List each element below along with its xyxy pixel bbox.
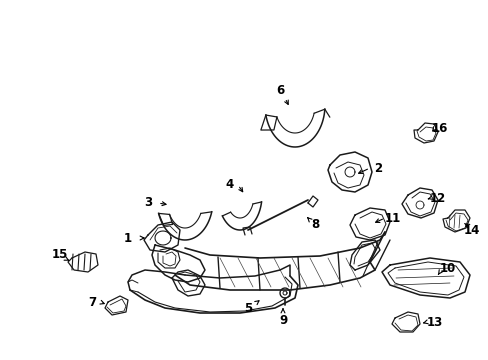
Text: 16: 16 — [431, 122, 447, 135]
Text: 6: 6 — [275, 84, 284, 96]
Text: 5: 5 — [244, 302, 252, 315]
Text: 1: 1 — [123, 231, 132, 244]
Text: 3: 3 — [143, 197, 152, 210]
Text: 15: 15 — [52, 248, 68, 261]
Text: 4: 4 — [225, 179, 234, 192]
Text: 11: 11 — [384, 211, 400, 225]
Text: 8: 8 — [310, 219, 319, 231]
Text: 13: 13 — [426, 315, 442, 328]
Text: 12: 12 — [429, 192, 445, 204]
Text: 9: 9 — [278, 314, 286, 327]
Text: 14: 14 — [463, 224, 479, 237]
Text: 2: 2 — [373, 162, 381, 175]
Text: 10: 10 — [439, 261, 455, 274]
Text: 7: 7 — [88, 296, 96, 309]
